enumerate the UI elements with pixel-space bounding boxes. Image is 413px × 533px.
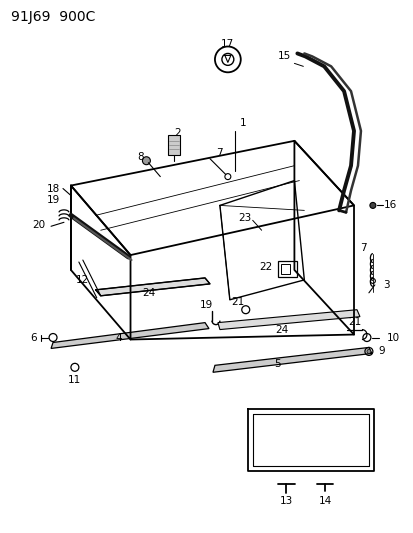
Text: 4: 4	[115, 333, 121, 343]
Text: 17: 17	[221, 38, 234, 49]
Text: 19: 19	[46, 196, 59, 205]
Polygon shape	[95, 278, 209, 296]
Text: 22: 22	[259, 262, 272, 272]
Text: 1: 1	[239, 118, 246, 128]
Circle shape	[366, 350, 370, 353]
Text: 7: 7	[359, 243, 366, 253]
Circle shape	[369, 203, 375, 208]
Text: 6: 6	[30, 333, 36, 343]
Text: 19: 19	[199, 300, 212, 310]
Text: 7: 7	[216, 148, 223, 158]
Bar	[277, 261, 297, 277]
Text: 11: 11	[68, 375, 81, 385]
Text: 10: 10	[386, 333, 399, 343]
Text: 8: 8	[137, 152, 143, 161]
Text: 12: 12	[76, 275, 89, 285]
Text: 91J69  900C: 91J69 900C	[11, 10, 95, 23]
Text: 24: 24	[141, 288, 154, 298]
Polygon shape	[217, 310, 359, 329]
Text: 23: 23	[237, 213, 251, 223]
Text: 18: 18	[46, 183, 59, 193]
Bar	[168, 135, 180, 155]
Text: 21: 21	[347, 317, 361, 327]
Polygon shape	[212, 348, 371, 372]
Polygon shape	[51, 322, 209, 349]
Text: 24: 24	[274, 325, 287, 335]
Text: 5: 5	[273, 359, 280, 369]
Bar	[280, 264, 290, 274]
Text: 14: 14	[318, 496, 331, 506]
Text: 20: 20	[33, 220, 45, 230]
Text: 3: 3	[382, 280, 389, 290]
Text: 9: 9	[378, 346, 385, 357]
Text: 15: 15	[277, 51, 290, 61]
Text: 2: 2	[173, 128, 180, 138]
Text: 16: 16	[383, 200, 396, 211]
Text: 13: 13	[279, 496, 292, 506]
Circle shape	[142, 157, 150, 165]
Text: 21: 21	[230, 297, 244, 307]
